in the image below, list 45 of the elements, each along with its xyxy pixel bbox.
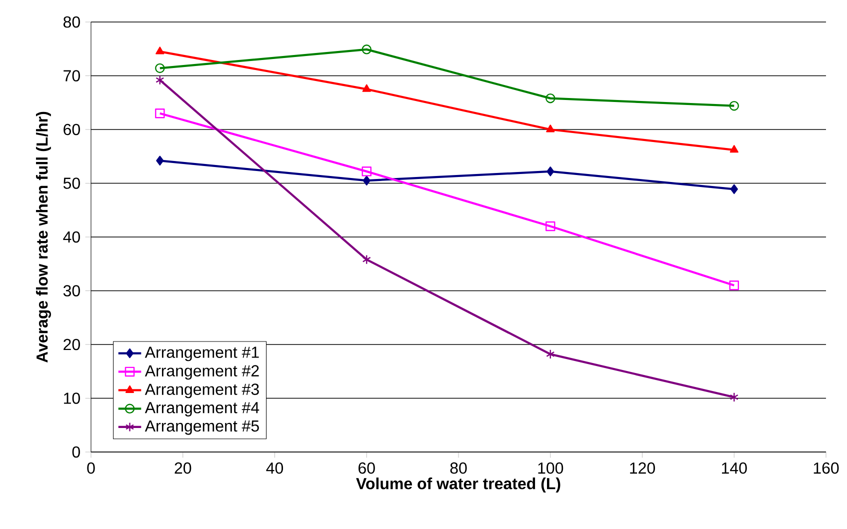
point: [155, 63, 165, 74]
y-tick-label: 10: [64, 392, 80, 404]
y-tick-label: 70: [64, 70, 80, 82]
y-tick-label: 80: [63, 16, 80, 28]
point: [156, 75, 164, 85]
point: [546, 221, 556, 232]
y-axis-title: Average flow rate when full (L/hr): [36, 112, 51, 363]
point: [546, 166, 554, 176]
point: [730, 184, 738, 194]
x-tick-label: 60: [358, 462, 375, 474]
legend-label: Arrangement #5: [144, 420, 259, 435]
point: [362, 176, 370, 186]
legend-label: Arrangement #3: [144, 384, 259, 398]
point: [156, 156, 164, 166]
x-tick-label: 140: [722, 462, 747, 474]
x-tick-label: 100: [538, 462, 564, 474]
point: [730, 145, 738, 153]
legend-label: Arrangement #1: [144, 346, 259, 362]
point: [362, 166, 372, 176]
x-tick-label: 40: [266, 462, 284, 474]
x-tick-label: 20: [174, 462, 192, 474]
point: [546, 124, 555, 132]
x-tick-label: 160: [814, 462, 839, 474]
point: [362, 44, 372, 54]
y-tick-label: 30: [63, 285, 80, 296]
y-tick-label: 20: [64, 338, 80, 350]
point: [156, 46, 164, 54]
y-tick-label: 40: [63, 231, 80, 243]
point: [729, 280, 739, 290]
y-tick-label: 0: [72, 446, 80, 458]
point: [730, 392, 738, 402]
x-tick-label: 80: [450, 462, 467, 474]
point: [546, 93, 556, 104]
point: [362, 84, 371, 92]
point: [155, 108, 165, 118]
x-tick-label: 120: [630, 462, 655, 474]
legend-label: Arrangement #4: [144, 402, 260, 416]
legend-label: Arrangement #2: [144, 365, 259, 380]
point: [729, 100, 739, 111]
x-tick-label: 0: [87, 462, 95, 474]
point: [362, 254, 371, 264]
y-tick-label: 50: [63, 178, 80, 189]
y-tick-label: 60: [64, 124, 80, 136]
point: [546, 349, 555, 360]
x-axis-title: Volume of water treated (L): [356, 478, 560, 492]
